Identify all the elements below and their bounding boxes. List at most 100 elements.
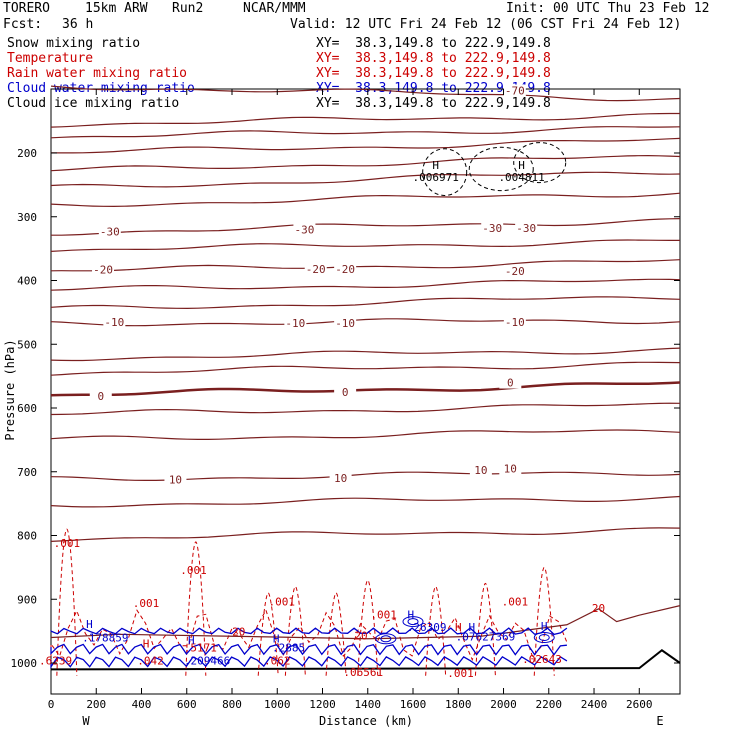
header-fcst-label: Fcst: xyxy=(3,17,43,32)
isotherm-group: -70 -30 -30 -30 -30 -20 -20 -20 -20 -10 -10 -10 -10 0… xyxy=(50,84,681,671)
isotherm-line xyxy=(50,239,680,252)
east-label: E xyxy=(656,714,663,728)
value-label: .6239 xyxy=(39,654,72,667)
isotherm-line xyxy=(50,171,681,188)
isotherm-label-bg xyxy=(164,473,187,486)
annotation-group: H.006971H.004811.001.001.001.001.001.001… xyxy=(39,159,605,680)
header-init: Init: 00 UTC Thu 23 Feb 12 xyxy=(506,1,710,16)
x-tick-label: 1400 xyxy=(355,698,382,711)
isotherm-label: -30 xyxy=(294,224,314,237)
isotherm-label: -10 xyxy=(335,317,355,330)
cloud-water-contour xyxy=(50,643,567,656)
isotherm-label-bg xyxy=(503,315,526,328)
value-label: 20 xyxy=(354,629,367,642)
value-label: .5171 xyxy=(184,642,217,655)
rain-contour xyxy=(257,592,279,676)
legend-cloud-ice-name: Cloud ice mixing ratio xyxy=(7,96,180,111)
ice-cloud-group xyxy=(422,142,567,196)
high-marker: H xyxy=(143,638,150,651)
value-label: .2885 xyxy=(272,642,305,655)
rain-contour xyxy=(56,528,78,676)
cloud-water-contour xyxy=(50,655,568,669)
x-axis-label: Distance (km) xyxy=(319,714,413,728)
value-label: .004811 xyxy=(498,171,544,184)
value-label: .06561 xyxy=(343,666,383,679)
header-grid: 15km ARW xyxy=(85,1,148,16)
isotherm-label: -20 xyxy=(93,264,113,277)
value-label: .001 xyxy=(54,537,81,550)
value-label: .178859 xyxy=(82,631,128,644)
x-tick-label: 0 xyxy=(48,698,55,711)
isotherm-label-bg xyxy=(503,264,526,277)
isotherm-label: -30 xyxy=(482,222,502,235)
isotherm-line xyxy=(50,471,681,481)
isotherm-label: 10 xyxy=(474,464,487,477)
isotherm-line xyxy=(50,278,681,291)
x-tick-label: 800 xyxy=(222,698,242,711)
isotherm-label-bg xyxy=(329,472,352,485)
isotherm-line xyxy=(50,112,680,128)
value-label: .001 xyxy=(502,596,529,609)
isotherm-line xyxy=(50,154,681,172)
isotherm-label: 0 xyxy=(97,390,104,403)
ice-cloud-contour xyxy=(513,142,567,184)
value-label: .001 xyxy=(370,608,397,621)
isotherm-line xyxy=(50,495,681,508)
header-model: TORERO xyxy=(3,1,50,16)
isotherm-line xyxy=(50,381,681,397)
legend-snow-xy: XY= 38.3,149.8 to 222.9,149.8 xyxy=(316,36,551,51)
isotherm-line xyxy=(50,318,681,327)
isotherm-label-bg xyxy=(334,386,357,399)
legend-rain-xy: XY= 38.3,149.8 to 222.9,149.8 xyxy=(316,66,551,81)
high-marker: H xyxy=(518,159,525,172)
isotherm-line xyxy=(50,527,681,542)
isotherm-line xyxy=(50,85,681,102)
value-label: .209466 xyxy=(184,654,230,667)
y-tick-label: 600 xyxy=(17,402,37,415)
value-label: .07627369 xyxy=(456,631,516,644)
cloud-water-cell xyxy=(402,616,424,628)
isotherm-line xyxy=(51,218,681,236)
isotherm-label-bg xyxy=(499,462,522,475)
isotherm-line xyxy=(50,361,681,376)
y-axis-label: Pressure (hPa) xyxy=(3,339,17,440)
value-label: .042 xyxy=(137,654,164,667)
high-marker: H xyxy=(86,618,93,631)
isotherm-line xyxy=(50,402,681,416)
y-tick-label: 200 xyxy=(17,147,37,160)
ice-cloud-contour xyxy=(422,148,468,196)
ice-cloud-contour xyxy=(468,146,534,192)
isotherm-line xyxy=(50,126,681,139)
value-label: .02643 xyxy=(522,653,562,666)
rain-contour xyxy=(474,582,496,676)
isotherm-label: 10 xyxy=(504,463,517,476)
y-tick-label: 700 xyxy=(17,466,37,479)
isotherm-label: 10 xyxy=(169,473,182,486)
cloud-water-cell xyxy=(375,633,397,645)
isotherm-label-bg xyxy=(334,317,357,330)
isotherm-label-bg xyxy=(304,263,327,276)
value-label: .001 xyxy=(180,564,207,577)
y-tick-label: 400 xyxy=(17,275,37,288)
cloud-water-cell-inner xyxy=(538,634,550,641)
isotherm-label-bg xyxy=(293,223,316,236)
isotherm-label: 0 xyxy=(507,377,514,390)
rain-contour xyxy=(185,541,207,676)
isotherm-label-bg xyxy=(284,317,307,330)
high-marker: H xyxy=(188,634,195,647)
x-tick-label: 2000 xyxy=(490,698,517,711)
x-tick-label: 2400 xyxy=(581,698,608,711)
surface-line xyxy=(50,649,681,671)
isotherm-label-bg xyxy=(98,225,121,238)
isotherm-label-bg xyxy=(334,263,357,276)
legend-rain-name: Rain water mixing ratio xyxy=(7,66,188,81)
isotherm-line xyxy=(50,347,681,362)
legend-temperature-name: Temperature xyxy=(7,51,94,66)
isotherm-line xyxy=(50,429,681,440)
precip-group xyxy=(50,528,681,676)
header-org: NCAR/MMM xyxy=(243,1,306,16)
high-marker: H xyxy=(541,620,548,633)
value-label: .001 xyxy=(447,667,474,680)
x-tick-label: 200 xyxy=(86,698,106,711)
